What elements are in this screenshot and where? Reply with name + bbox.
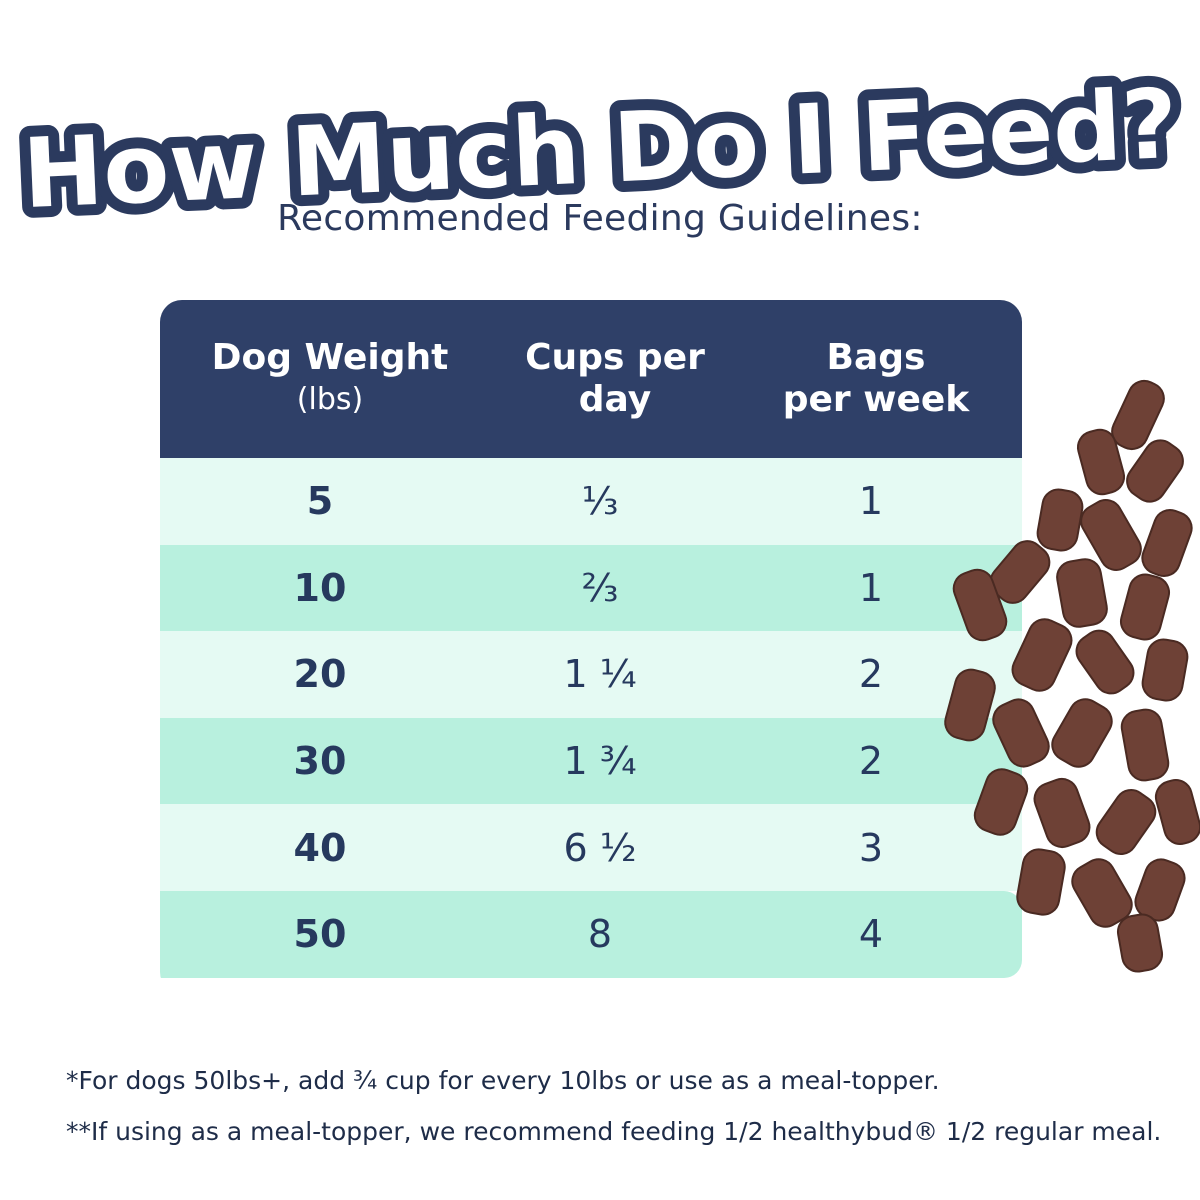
header-cups-per-day: Cups per day: [500, 337, 730, 421]
cell-weight: 50: [293, 912, 347, 957]
header-cups-line1: Cups per: [525, 337, 705, 378]
cell-cups: ⅓: [581, 479, 619, 524]
header-cups-line2: day: [578, 379, 652, 420]
table-header: Dog Weight (lbs) Cups per day Bags per w…: [160, 300, 1022, 458]
header-dog-weight: Dog Weight (lbs): [160, 337, 500, 421]
header-weight-unit: (lbs): [296, 382, 364, 417]
feeding-table: Dog Weight (lbs) Cups per day Bags per w…: [160, 300, 1022, 994]
cell-cups: 1 ¾: [563, 739, 637, 784]
table-row: 30 1 ¾ 2: [160, 717, 1022, 805]
kibble-image: [920, 370, 1200, 980]
header-bags-line1: Bags: [826, 337, 926, 378]
header-bags-line2: per week: [782, 379, 970, 420]
table-row: 10 ⅔ 1: [160, 544, 1022, 632]
footnote-large-dogs: *For dogs 50lbs+, add ¾ cup for every 10…: [66, 1066, 940, 1095]
cell-cups: ⅔: [581, 565, 619, 610]
footnotes: *For dogs 50lbs+, add ¾ cup for every 10…: [66, 1055, 1176, 1157]
table-row: 50 8 4: [160, 890, 1022, 978]
cell-bags: 3: [858, 825, 884, 870]
cell-cups: 1 ¼: [563, 652, 637, 697]
table-row: 5 ⅓ 1: [160, 458, 1022, 545]
cell-weight: 20: [293, 652, 347, 697]
header-bags-per-week: Bags per week: [730, 337, 1022, 421]
cell-cups: 6 ½: [563, 825, 637, 870]
header-weight-label: Dog Weight: [211, 337, 449, 378]
table-row: 20 1 ¼ 2: [160, 631, 1022, 718]
table-row: 40 6 ½ 3: [160, 804, 1022, 891]
footnote-meal-topper: **If using as a meal-topper, we recommen…: [66, 1117, 1162, 1146]
subtitle: Recommended Feeding Guidelines:: [277, 198, 923, 239]
cell-bags: 1: [858, 479, 884, 524]
cell-cups: 8: [587, 912, 613, 957]
cell-weight: 10: [293, 565, 347, 610]
cell-weight: 40: [293, 825, 347, 870]
cell-bags: 4: [858, 912, 884, 957]
cell-weight: 30: [293, 739, 347, 784]
cell-weight: 5: [306, 479, 334, 524]
cell-bags: 2: [858, 652, 884, 697]
page-title: How Much Do I Feed? How Much Do I Feed?: [0, 62, 1200, 232]
cell-bags: 1: [858, 565, 884, 610]
cell-bags: 2: [858, 739, 884, 784]
